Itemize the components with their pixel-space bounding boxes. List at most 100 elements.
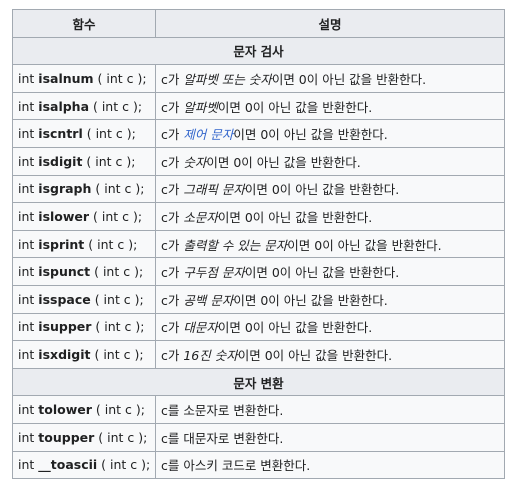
description-text: c가 bbox=[161, 237, 184, 253]
table-row: int tolower ( int c ); c를 소문자로 변환한다. bbox=[12, 395, 505, 424]
description-text: 이면 0이 아닌 값을 반환한다. bbox=[217, 209, 373, 225]
function-args: ( int c ); bbox=[91, 319, 145, 335]
description-cell: c가 출력할 수 있는 문자이면 0이 아닌 값을 반환한다. bbox=[155, 229, 505, 259]
table-row: int isupper ( int c ); c가 대문자이면 0이 아닌 값을 … bbox=[12, 312, 505, 342]
description-text: c를 소문자로 변환한다. bbox=[161, 403, 284, 419]
term-emphasis: 출력할 수 있는 문자 bbox=[183, 237, 288, 253]
description-text: c를 대문자로 변환한다. bbox=[161, 430, 284, 446]
section-title: 문자 변환 bbox=[12, 367, 505, 397]
description-text: 이면 0이 아닌 값을 반환한다. bbox=[237, 347, 393, 363]
description-text: c가 bbox=[161, 292, 184, 308]
description-text: 이면 0이 아닌 값을 반환한다. bbox=[271, 71, 427, 87]
function-args: ( int c ); bbox=[94, 429, 148, 445]
description-cell: c를 대문자로 변환한다. bbox=[155, 422, 505, 452]
function-name: __toascii bbox=[38, 457, 98, 473]
table-row: int __toascii ( int c ); c를 아스키 코드로 변환한다. bbox=[12, 450, 505, 480]
function-name: toupper bbox=[38, 429, 95, 445]
function-args: ( int c ); bbox=[90, 291, 144, 307]
description-text: c를 아스키 코드로 변환한다. bbox=[161, 458, 311, 474]
return-type: int bbox=[18, 181, 39, 197]
function-args: ( int c ); bbox=[91, 402, 145, 418]
function-args: ( int c ); bbox=[89, 208, 143, 224]
return-type: int bbox=[18, 70, 39, 86]
function-signature-cell: int isalnum ( int c ); bbox=[12, 64, 156, 93]
function-signature-cell: int isxdigit ( int c ); bbox=[12, 340, 156, 369]
return-type: int bbox=[18, 346, 39, 362]
function-args: ( int c ); bbox=[97, 457, 151, 473]
description-text: c가 bbox=[161, 71, 184, 87]
function-args: ( int c ); bbox=[82, 126, 136, 142]
section-header-row: 문자 검사 bbox=[12, 36, 505, 66]
function-signature-cell: int islower ( int c ); bbox=[12, 202, 156, 231]
return-type: int bbox=[18, 457, 39, 473]
description-cell: c가 숫자이면 0이 아닌 값을 반환한다. bbox=[155, 146, 505, 176]
function-name: isdigit bbox=[38, 153, 83, 169]
return-type: int bbox=[18, 126, 39, 142]
function-signature-cell: int ispunct ( int c ); bbox=[12, 257, 156, 286]
table-row: int isalpha ( int c ); c가 알파벳이면 0이 아닌 값을 … bbox=[12, 91, 505, 121]
function-args: ( int c ); bbox=[93, 70, 147, 86]
description-text: c가 bbox=[161, 99, 184, 115]
function-signature-cell: int isgraph ( int c ); bbox=[12, 174, 156, 204]
table-row: int isprint ( int c ); c가 출력할 수 있는 문자이면 0… bbox=[12, 229, 505, 259]
return-type: int bbox=[18, 402, 39, 418]
function-signature-cell: int iscntrl ( int c ); bbox=[12, 119, 156, 148]
function-signature-cell: int isprint ( int c ); bbox=[12, 229, 156, 259]
table-row: int isalnum ( int c ); c가 알파벳 또는 숫자이면 0이 … bbox=[12, 64, 505, 93]
term-link[interactable]: 제어 문자 bbox=[183, 127, 234, 143]
description-cell: c를 아스키 코드로 변환한다. bbox=[155, 450, 505, 480]
function-args: ( int c ); bbox=[84, 236, 138, 252]
term-emphasis: 구두점 문자 bbox=[183, 265, 245, 281]
return-type: int bbox=[18, 98, 39, 114]
content-area: 함수 설명 문자 검사 int isalnum ( int c ); c가 알파벳 … bbox=[12, 9, 505, 480]
description-text: 이면 0이 아닌 값을 반환한다. bbox=[244, 265, 400, 281]
return-type: int bbox=[18, 264, 39, 280]
return-type: int bbox=[18, 208, 39, 224]
description-text: c가 bbox=[161, 347, 184, 363]
description-text: c가 bbox=[161, 154, 184, 170]
return-type: int bbox=[18, 429, 39, 445]
function-name: iscntrl bbox=[38, 126, 83, 142]
description-text: 이면 0이 아닌 값을 반환한다. bbox=[217, 320, 373, 336]
description-text: 이면 0이 아닌 값을 반환한다. bbox=[233, 127, 388, 143]
description-cell: c를 소문자로 변환한다. bbox=[155, 395, 505, 424]
function-args: ( int c ); bbox=[82, 153, 136, 169]
term-emphasis: 16진 숫자 bbox=[183, 347, 238, 363]
return-type: int bbox=[18, 319, 39, 335]
table-header-row: 함수 설명 bbox=[12, 9, 505, 38]
table-row: int toupper ( int c ); c를 대문자로 변환한다. bbox=[12, 422, 505, 452]
term-emphasis: 숫자 bbox=[183, 154, 207, 170]
return-type: int bbox=[18, 236, 39, 252]
description-text: c가 bbox=[161, 182, 184, 198]
function-name: tolower bbox=[38, 402, 92, 418]
description-cell: c가 16진 숫자이면 0이 아닌 값을 반환한다. bbox=[155, 340, 505, 369]
return-type: int bbox=[18, 153, 39, 169]
description-cell: c가 알파벳 또는 숫자이면 0이 아닌 값을 반환한다. bbox=[155, 64, 505, 93]
function-signature-cell: int isdigit ( int c ); bbox=[12, 146, 156, 176]
description-text: 이면 0이 아닌 값을 반환한다. bbox=[233, 292, 388, 308]
function-signature-cell: int isupper ( int c ); bbox=[12, 312, 156, 342]
description-cell: c가 소문자이면 0이 아닌 값을 반환한다. bbox=[155, 202, 505, 231]
function-signature-cell: int __toascii ( int c ); bbox=[12, 450, 156, 480]
section-header-row: 문자 변환 bbox=[12, 367, 505, 397]
function-args: ( int c ); bbox=[90, 346, 144, 362]
description-text: 이면 0이 아닌 값을 반환한다. bbox=[217, 99, 373, 115]
term-emphasis: 대문자 bbox=[183, 320, 218, 336]
function-name: isupper bbox=[38, 319, 92, 335]
table-row: int iscntrl ( int c ); c가 제어 문자이면 0이 아닌 값… bbox=[12, 119, 505, 148]
table-row: int islower ( int c ); c가 소문자이면 0이 아닌 값을 … bbox=[12, 202, 505, 231]
function-name: isspace bbox=[38, 291, 91, 307]
header-description: 설명 bbox=[155, 9, 505, 38]
description-text: 이면 0이 아닌 값을 반환한다. bbox=[244, 182, 400, 198]
function-args: ( int c ); bbox=[89, 98, 143, 114]
table-row: int isxdigit ( int c ); c가 16진 숫자이면 0이 아닌… bbox=[12, 340, 505, 369]
description-cell: c가 알파벳이면 0이 아닌 값을 반환한다. bbox=[155, 91, 505, 121]
description-text: c가 bbox=[161, 320, 184, 336]
function-name: isgraph bbox=[38, 181, 92, 197]
function-args: ( int c ); bbox=[90, 264, 144, 280]
term-emphasis: 알파벳 또는 숫자 bbox=[183, 71, 272, 87]
description-text: 이면 0이 아닌 값을 반환한다. bbox=[206, 154, 361, 170]
description-text: c가 bbox=[161, 209, 184, 225]
table-row: int isgraph ( int c ); c가 그래픽 문자이면 0이 아닌 … bbox=[12, 174, 505, 204]
table-row: int isspace ( int c ); c가 공백 문자이면 0이 아닌 값… bbox=[12, 284, 505, 314]
